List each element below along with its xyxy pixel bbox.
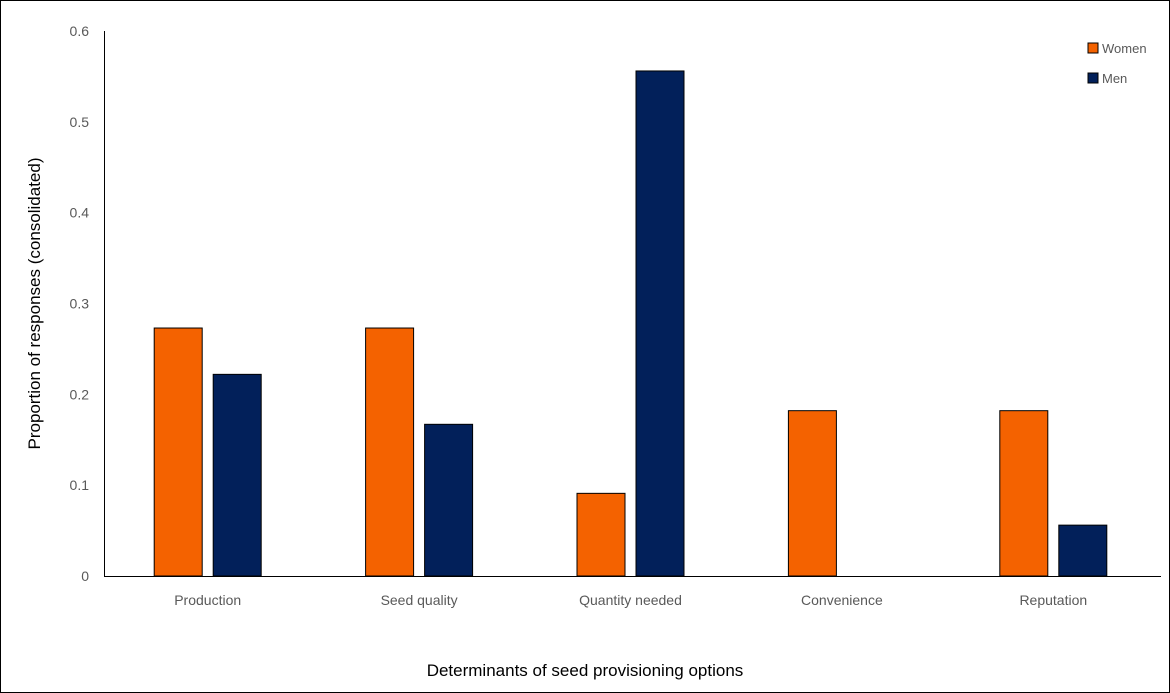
legend-swatch-women: [1087, 42, 1099, 54]
y-tick-label: 0: [81, 568, 89, 584]
legend: Women Men: [1087, 41, 1147, 86]
bar-men: [212, 373, 262, 577]
y-axis-title: Proportion of responses (consolidated): [25, 158, 44, 450]
y-tick-labels: 0 0.1 0.2 0.3 0.4 0.5 0.6: [70, 23, 90, 584]
y-tick-label: 0.5: [70, 114, 90, 130]
y-tick-label: 0.6: [70, 23, 90, 39]
y-tick-label: 0.2: [70, 386, 90, 402]
x-tick-label: Seed quality: [381, 592, 458, 608]
bar-women: [576, 492, 626, 577]
x-tick-label: Convenience: [801, 592, 883, 608]
legend-label-women: Women: [1102, 41, 1147, 56]
x-tick-labels: Production Seed quality Quantity needed Con…: [174, 592, 1087, 608]
x-tick-label: Reputation: [1019, 592, 1087, 608]
x-axis-title: Determinants of seed provisioning option…: [427, 661, 744, 680]
y-tick-label: 0.4: [70, 205, 90, 221]
bar-men: [635, 70, 685, 577]
legend-swatch-men: [1087, 72, 1099, 84]
bars-group: [153, 70, 1108, 577]
bar-women: [365, 327, 415, 577]
bar-women: [153, 327, 203, 577]
legend-label-men: Men: [1102, 71, 1127, 86]
y-tick-label: 0.1: [70, 477, 90, 493]
bar-women: [999, 410, 1049, 577]
bar-men: [424, 423, 474, 577]
bar-men: [1058, 524, 1108, 577]
y-tick-label: 0.3: [70, 296, 90, 312]
x-tick-label: Quantity needed: [579, 592, 682, 608]
x-tick-label: Production: [174, 592, 241, 608]
bar-women: [787, 410, 837, 577]
